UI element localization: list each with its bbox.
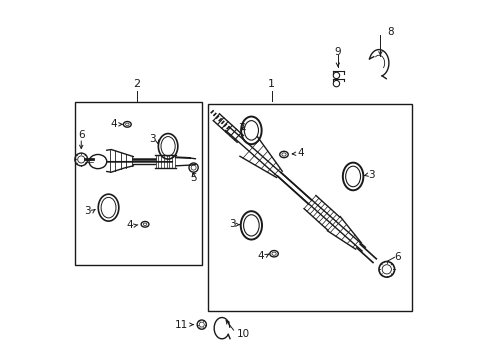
Text: 4: 4 [258, 251, 265, 261]
Text: 4: 4 [297, 148, 304, 158]
Text: 6: 6 [78, 130, 85, 140]
Text: 3: 3 [149, 134, 156, 144]
Text: 7: 7 [238, 122, 245, 132]
Text: 4: 4 [110, 120, 117, 129]
Text: 3: 3 [368, 170, 375, 180]
Text: 1: 1 [268, 79, 275, 89]
Bar [75, 102, 202, 265]
Text: 6: 6 [394, 252, 401, 262]
Text: 3: 3 [84, 206, 91, 216]
Text: 2: 2 [133, 79, 141, 89]
Text: 3: 3 [229, 219, 236, 229]
Text: 8: 8 [388, 27, 394, 37]
Text: 11: 11 [174, 320, 188, 330]
Bar [208, 104, 412, 311]
Text: 9: 9 [335, 47, 341, 57]
Text: 4: 4 [127, 220, 133, 230]
Text: 5: 5 [190, 173, 197, 183]
Text: 10: 10 [237, 329, 250, 339]
